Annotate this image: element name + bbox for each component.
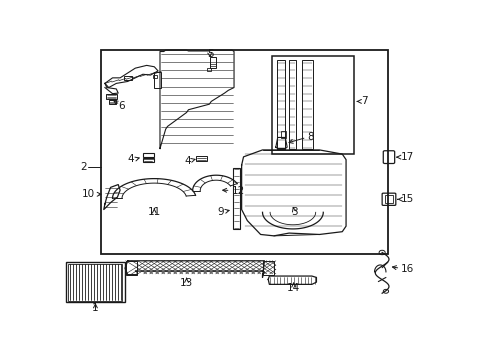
Text: 2: 2 [80,162,87,172]
Bar [109,100,116,104]
Text: 4: 4 [185,156,191,166]
Bar [272,56,354,154]
Text: 6: 6 [118,100,124,111]
Bar [124,76,132,80]
Bar [154,72,161,87]
Bar [101,50,388,254]
Text: 3: 3 [291,207,297,217]
Bar [211,57,216,68]
Text: 4: 4 [127,154,134,164]
Bar [106,94,117,99]
Bar [143,158,153,162]
Text: 12: 12 [231,186,245,196]
Text: 7: 7 [361,96,368,107]
Bar [302,60,313,149]
Bar [263,261,274,275]
Text: 8: 8 [307,132,314,142]
Text: 10: 10 [82,189,96,199]
Bar [68,264,122,301]
Bar [233,168,240,229]
Bar [289,60,296,149]
Bar [126,261,137,275]
Bar [143,153,153,157]
Bar [153,75,157,77]
Text: 1: 1 [92,303,99,312]
Bar [385,195,393,203]
Bar [281,131,287,138]
Text: 17: 17 [401,152,415,162]
Bar [277,60,285,149]
Bar [196,156,207,161]
Text: 5: 5 [207,49,214,59]
Bar [277,136,285,149]
Text: 14: 14 [287,283,300,293]
Text: 9: 9 [217,207,224,217]
Text: 13: 13 [180,278,193,288]
Bar [207,68,211,71]
Bar [66,262,124,302]
Text: 15: 15 [401,194,415,204]
Text: 11: 11 [147,207,161,217]
Text: 16: 16 [401,264,415,274]
